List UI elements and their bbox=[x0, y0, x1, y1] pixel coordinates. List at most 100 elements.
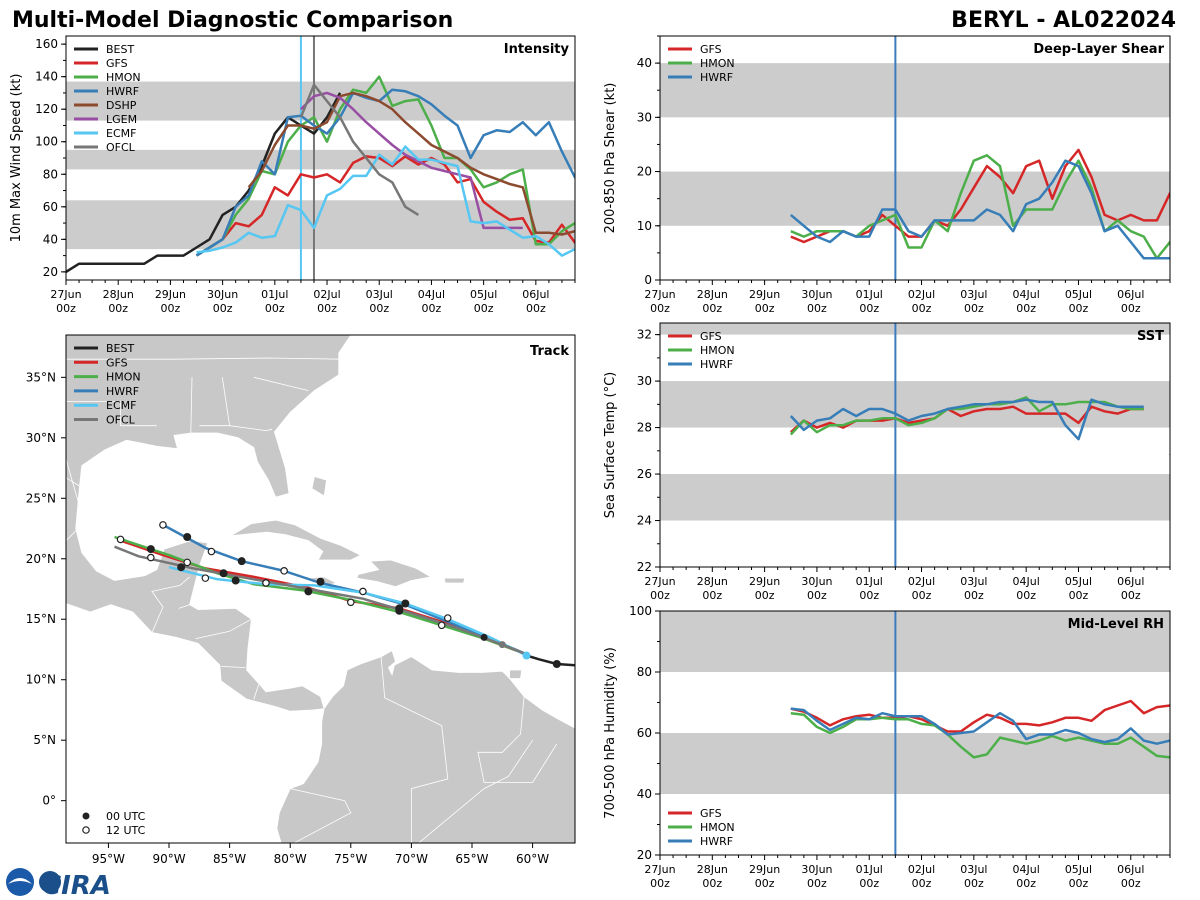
sst-ytick-label: 32 bbox=[637, 328, 652, 342]
intensity-ytick-label: 40 bbox=[43, 232, 58, 246]
shear-xtick-sublabel: 00z bbox=[807, 302, 827, 315]
shear-legend-label: HMON bbox=[700, 57, 735, 70]
shear-legend-label: GFS bbox=[700, 43, 722, 56]
track-marker-00utc bbox=[401, 599, 410, 608]
border-belize bbox=[178, 604, 190, 609]
cira-logo-text: CIRA bbox=[42, 871, 111, 900]
rh-series-hwrf bbox=[790, 707, 1170, 745]
track-marker-00utc bbox=[395, 606, 404, 615]
track-ytick-label: 35°N bbox=[26, 370, 56, 384]
rh-xtick-label: 03Jul bbox=[960, 863, 987, 876]
shear-ytick-label: 30 bbox=[637, 110, 652, 124]
rh-ytick-label: 20 bbox=[637, 848, 652, 862]
intensity-xtick-label: 29Jun bbox=[155, 288, 186, 301]
rh-xtick-sublabel: 00z bbox=[1016, 877, 1036, 890]
track-xtick-label: 90°W bbox=[152, 852, 185, 866]
intensity-xtick-label: 03Jul bbox=[366, 288, 393, 301]
intensity-xtick-label: 01Jul bbox=[261, 288, 288, 301]
track-xtick-label: 75°W bbox=[334, 852, 367, 866]
track-marker-ofcl bbox=[498, 641, 506, 649]
puerto-rico-land bbox=[443, 577, 466, 584]
rh-band bbox=[660, 733, 1170, 794]
intensity-xtick-label: 28Jun bbox=[103, 288, 134, 301]
rh-ytick-label: 80 bbox=[637, 665, 652, 679]
sst-legend-label: HMON bbox=[700, 344, 735, 357]
rh-ytick-label: 40 bbox=[637, 787, 652, 801]
track-panel: 95°W 90°W 85°W 80°W 75°W 70°W 65°W 60°W 0° 5°N 10°… bbox=[26, 334, 576, 866]
sst-ytick-label: 28 bbox=[637, 421, 652, 435]
shear-xtick-sublabel: 00z bbox=[859, 302, 879, 315]
track-xtick-label: 65°W bbox=[455, 852, 488, 866]
shear-ytick-label: 0 bbox=[644, 273, 652, 287]
sst-xtick-sublabel: 00z bbox=[859, 589, 879, 602]
rh-series-gfs bbox=[790, 699, 1170, 733]
intensity-series-hwrf bbox=[195, 88, 575, 257]
shear-xtick-label: 02Jul bbox=[908, 288, 935, 301]
sst-xtick-label: 28Jun bbox=[697, 575, 728, 588]
intensity-xtick-label: 04Jul bbox=[418, 288, 445, 301]
intensity-xtick-sublabel: 00z bbox=[369, 302, 389, 315]
track-hmon bbox=[114, 535, 527, 656]
track-legend-label: OFCL bbox=[106, 414, 136, 427]
border-states-nc-sc bbox=[253, 376, 309, 391]
sst-xtick-label: 30Jun bbox=[801, 575, 832, 588]
track-marker-00utc bbox=[316, 577, 325, 586]
sst-xtick-label: 01Jul bbox=[856, 575, 883, 588]
sst-band bbox=[660, 323, 1170, 335]
legend-marker-12utc bbox=[82, 826, 90, 834]
border-states-ms-al bbox=[190, 377, 193, 434]
intensity-ylabel: 10m Max Wind Speed (kt) bbox=[9, 74, 24, 243]
border-costa-rica bbox=[253, 684, 260, 700]
intensity-xtick-label: 02Jul bbox=[313, 288, 340, 301]
border-venezuela bbox=[477, 696, 558, 783]
track-xtick-label: 85°W bbox=[213, 852, 246, 866]
shear-ytick-label: 40 bbox=[637, 56, 652, 70]
shear-xtick-sublabel: 00z bbox=[650, 302, 670, 315]
intensity-ytick-label: 80 bbox=[43, 167, 58, 181]
intensity-series-ecmf bbox=[196, 145, 575, 257]
intensity-title: Intensity bbox=[504, 42, 570, 57]
rh-xtick-label: 27Jun bbox=[644, 863, 675, 876]
track-marker-12utc bbox=[201, 574, 210, 582]
track-marker-12utc bbox=[183, 558, 191, 567]
track-marker-initial bbox=[522, 651, 531, 660]
sst-xtick-sublabel: 00z bbox=[1121, 589, 1141, 602]
rh-xtick-label: 04Jul bbox=[1013, 863, 1040, 876]
sst-band bbox=[660, 474, 1170, 521]
north-america-land bbox=[66, 335, 352, 712]
rh-legend-label: GFS bbox=[700, 807, 722, 820]
rh-xtick-sublabel: 00z bbox=[912, 877, 932, 890]
shear-xtick-sublabel: 00z bbox=[1121, 302, 1141, 315]
intensity-xtick-sublabel: 00z bbox=[213, 302, 233, 315]
intensity-xtick-label: 05Jul bbox=[470, 288, 497, 301]
intensity-legend-label: OFCL bbox=[106, 141, 136, 154]
track-marker-12utc bbox=[159, 521, 167, 529]
rh-xtick-label: 05Jul bbox=[1065, 863, 1092, 876]
rh-frame bbox=[659, 610, 1171, 856]
track-marker-12utc bbox=[116, 535, 125, 544]
intensity-xtick-sublabel: 00z bbox=[422, 302, 442, 315]
intensity-xtick-sublabel: 00z bbox=[317, 302, 337, 315]
bahamas-land bbox=[311, 475, 328, 497]
sst-frame bbox=[659, 322, 1171, 568]
rh-xtick-sublabel: 00z bbox=[1121, 877, 1141, 890]
rh-xtick-sublabel: 00z bbox=[755, 877, 775, 890]
rh-legend-label: HWRF bbox=[700, 835, 733, 848]
noaa-logo-icon bbox=[6, 868, 34, 896]
figure-title: Multi-Model Diagnostic Comparison bbox=[12, 8, 453, 33]
border-us-mexico bbox=[66, 477, 83, 488]
shear-legend-label: HWRF bbox=[700, 71, 733, 84]
sst-panel: 22242628303227Jun00z28Jun00z29Jun00z30Ju… bbox=[603, 322, 1171, 602]
intensity-legend-label: ECMF bbox=[106, 127, 136, 140]
track-ytick-label: 20°N bbox=[26, 552, 56, 566]
sst-ytick-label: 26 bbox=[637, 467, 652, 481]
shear-xtick-label: 28Jun bbox=[697, 288, 728, 301]
rh-xtick-sublabel: 00z bbox=[807, 877, 827, 890]
track-marker-00utc bbox=[219, 569, 228, 578]
legend-label-12utc: 12 UTC bbox=[106, 824, 146, 837]
sst-xtick-label: 06Jul bbox=[1117, 575, 1144, 588]
cira-logo: CIRA bbox=[6, 868, 111, 900]
shear-frame bbox=[659, 35, 1171, 281]
intensity-legend-label: GFS bbox=[106, 57, 128, 70]
rh-xtick-label: 06Jul bbox=[1117, 863, 1144, 876]
